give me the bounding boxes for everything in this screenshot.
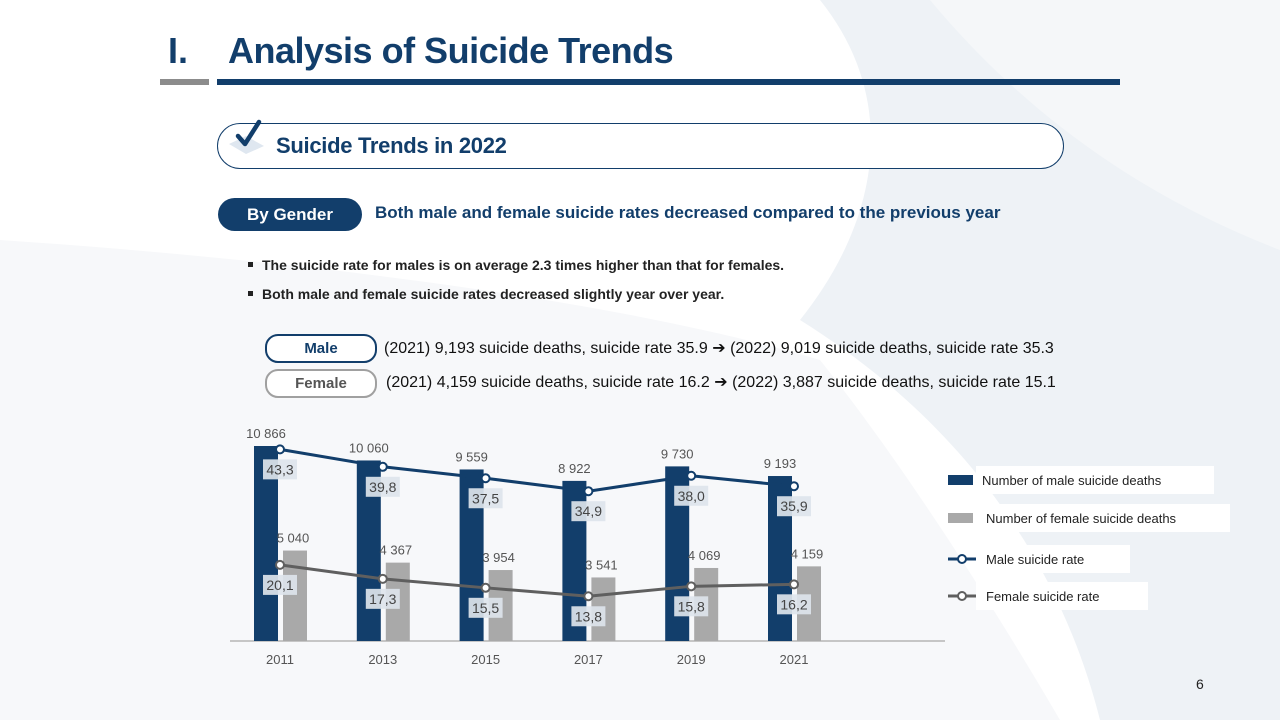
section-header-box [217, 123, 1064, 169]
bullet-text: Both male and female suicide rates decre… [262, 286, 725, 302]
male-rate-point [275, 444, 285, 455]
male-rate-point [583, 486, 594, 497]
female-rate-label: 13,8 [575, 608, 602, 624]
male-rate-point [480, 473, 491, 484]
female-rate-label: 20,1 [266, 577, 293, 593]
female-deaths-label: 3 541 [585, 557, 618, 572]
female-rate-label: 15,8 [678, 598, 705, 614]
x-tick-label: 2021 [780, 652, 809, 667]
male-deaths-label: 9 193 [764, 456, 797, 471]
x-tick-label: 2019 [677, 652, 706, 667]
male-rate-label-box [468, 488, 503, 509]
female-rate-label-box [365, 588, 400, 609]
male-rate-line [279, 447, 795, 493]
female-deaths-label: 4 367 [380, 543, 413, 558]
legend-marker [957, 554, 967, 564]
male-rate-point [377, 461, 388, 472]
male-deaths-label: 10 060 [349, 440, 389, 455]
male-rate-label-box [263, 459, 297, 480]
female-deaths-label: 5 040 [277, 531, 310, 546]
x-tick-label: 2017 [574, 652, 603, 667]
bullet-marker [248, 261, 253, 267]
legend-label: Number of female suicide deaths [986, 511, 1177, 526]
female-rate-point [275, 559, 285, 570]
male-rate-label: 43,3 [266, 461, 293, 477]
female-tag: Female [265, 369, 377, 398]
male-rate-label: 38,0 [678, 488, 705, 504]
section-number: I. [168, 30, 189, 71]
male-tag: Male [265, 334, 377, 363]
male-rate-label: 35,9 [780, 498, 807, 514]
legend-label: Number of male suicide deaths [982, 473, 1162, 488]
page-number: 6 [1196, 676, 1204, 692]
male-rate-label-box [777, 496, 811, 517]
male-rate-label-box [571, 501, 606, 522]
legend-swatch [948, 513, 973, 523]
legend-item-bg [976, 545, 1130, 573]
female-rate-point [686, 581, 697, 592]
male-deaths-label: 10 866 [246, 426, 286, 441]
section-title: Suicide Trends in 2022 [276, 133, 507, 158]
male-deaths-label: 9 730 [661, 446, 694, 461]
female-rate-point [480, 582, 491, 593]
male-rate-point [789, 481, 799, 492]
checkmark-icon [229, 119, 264, 154]
male-rate-point [686, 470, 697, 481]
male-comparison: (2021) 9,193 suicide deaths, suicide rat… [384, 340, 1054, 357]
male-rate-label: 37,5 [472, 490, 499, 506]
bullet-marker [248, 290, 253, 296]
legend-label: Female suicide rate [986, 589, 1099, 604]
x-tick-label: 2011 [266, 652, 294, 667]
x-tick-label: 2013 [368, 652, 397, 667]
legend-item-bg [976, 466, 1214, 494]
female-rate-point [789, 579, 799, 590]
male-rate-label-box [674, 485, 709, 506]
female-rate-label-box [468, 597, 503, 618]
female-rate-label: 17,3 [369, 591, 396, 607]
female-rate-label-box [777, 594, 811, 615]
male-rate-label-box [365, 476, 400, 497]
female-deaths-bar [283, 550, 307, 641]
bullet-item: Both male and female suicide rates decre… [248, 286, 724, 302]
female-rate-point [377, 573, 388, 584]
x-tick-label: 2015 [471, 652, 500, 667]
legend-swatch [948, 475, 973, 485]
male-deaths-label: 8 922 [558, 461, 591, 476]
title-underline [217, 79, 1120, 85]
legend-label: Male suicide rate [986, 552, 1084, 567]
page-title: Analysis of Suicide Trends [228, 30, 674, 71]
female-rate-point [583, 591, 594, 602]
legend-marker [957, 591, 967, 601]
legend-item-bg [976, 582, 1148, 610]
female-deaths-label: 3 954 [482, 550, 515, 565]
bullet-text: The suicide rate for males is on average… [262, 257, 785, 273]
bullet-item: The suicide rate for males is on average… [248, 257, 784, 273]
male-rate-label: 39,8 [369, 479, 396, 495]
female-rate-label-box [674, 596, 709, 617]
female-rate-label: 15,5 [472, 600, 499, 616]
gender-summary: Both male and female suicide rates decre… [375, 203, 1001, 222]
female-rate-label-box [263, 574, 297, 595]
female-comparison: (2021) 4,159 suicide deaths, suicide rat… [386, 374, 1056, 391]
title-underline-accent [160, 79, 209, 85]
legend-item-bg [976, 504, 1230, 532]
female-rate-label-box [571, 606, 606, 627]
female-deaths-label: 4 159 [791, 546, 824, 561]
by-gender-badge: By Gender [218, 198, 362, 231]
female-rate-line [279, 563, 795, 598]
female-deaths-label: 4 069 [688, 548, 721, 563]
male-rate-label: 34,9 [575, 503, 602, 519]
female-rate-label: 16,2 [780, 596, 807, 612]
male-deaths-label: 9 559 [455, 449, 488, 464]
